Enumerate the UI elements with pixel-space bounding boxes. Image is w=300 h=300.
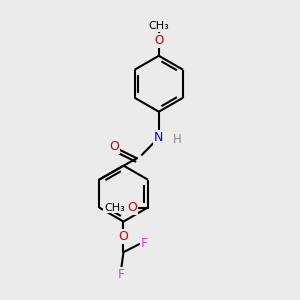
Text: H: H [173, 134, 182, 146]
Text: CH₃: CH₃ [148, 21, 169, 31]
Text: F: F [118, 268, 125, 281]
Text: N: N [154, 131, 164, 144]
Text: O: O [109, 140, 119, 153]
Text: F: F [141, 237, 148, 250]
Text: CH₃: CH₃ [104, 202, 125, 213]
Text: O: O [154, 34, 164, 47]
Text: O: O [118, 230, 128, 243]
Text: O: O [128, 201, 137, 214]
